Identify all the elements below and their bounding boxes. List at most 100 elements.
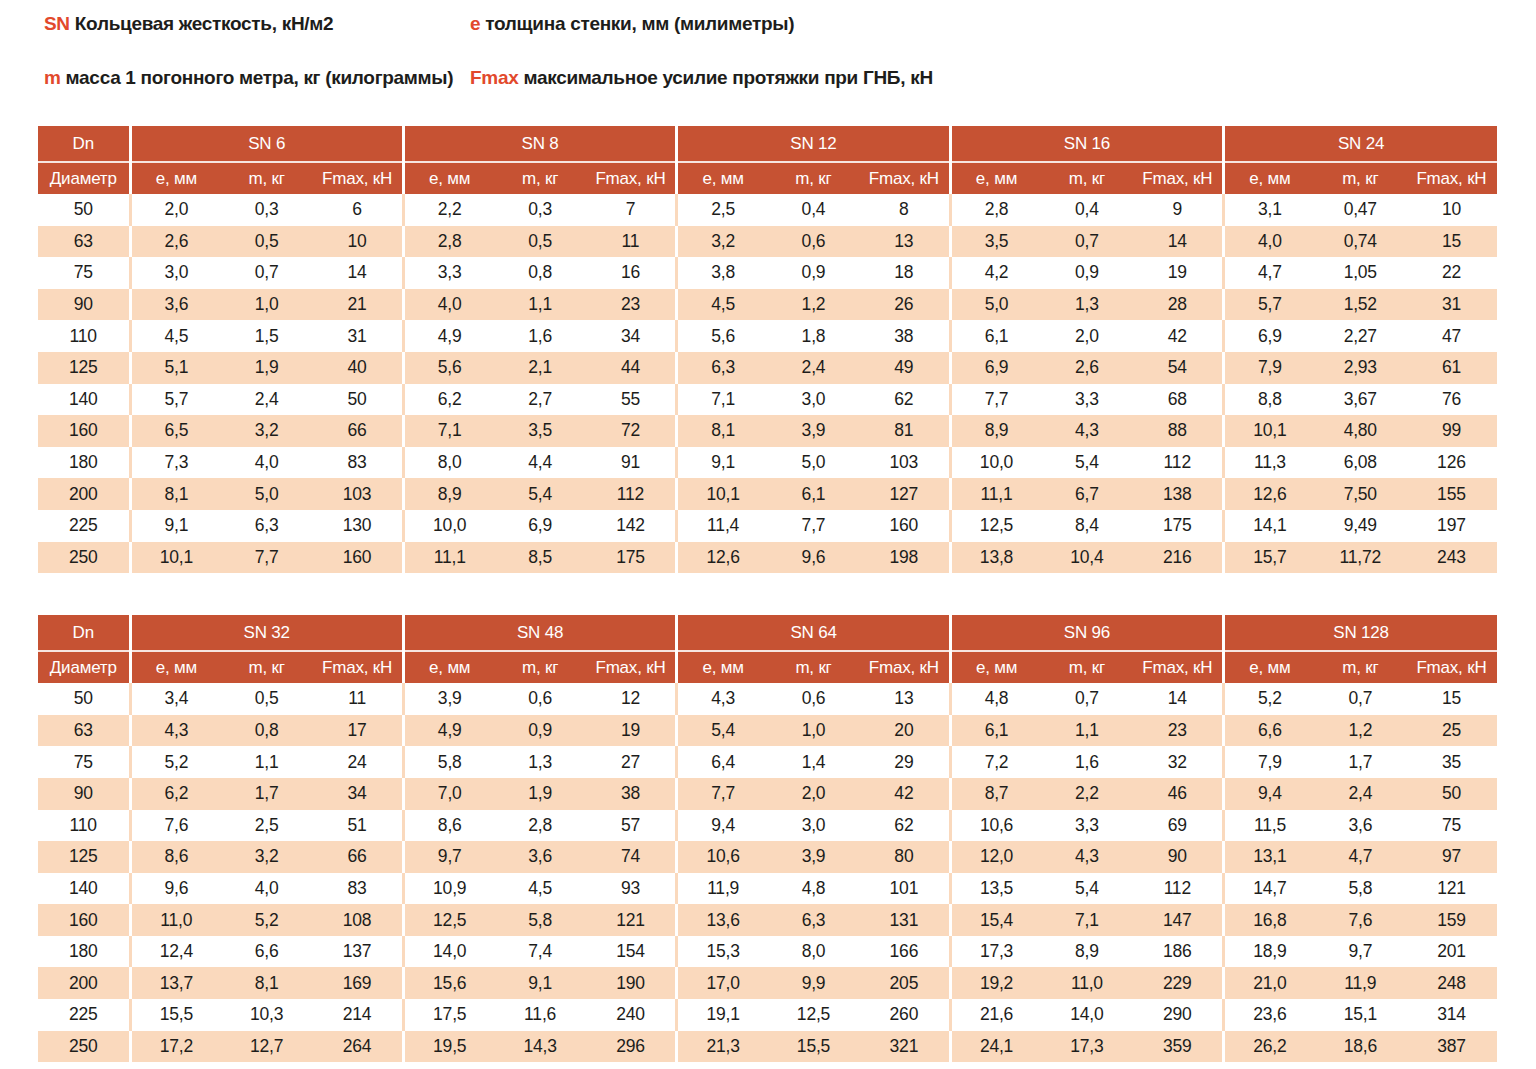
dn-cell: 75 bbox=[38, 746, 130, 778]
data-cell: 3,5 bbox=[495, 415, 586, 447]
data-cell: 17,5 bbox=[403, 999, 494, 1031]
data-cell: 13,1 bbox=[1224, 841, 1315, 873]
data-cell: 1,7 bbox=[1315, 746, 1406, 778]
data-cell: 2,7 bbox=[495, 384, 586, 416]
table-row: 1107,62,5518,62,8579,43,06210,63,36911,5… bbox=[38, 810, 1497, 842]
data-cell: 142 bbox=[586, 510, 677, 542]
table-row: 2008,15,01038,95,411210,16,112711,16,713… bbox=[38, 478, 1497, 510]
table-row: 755,21,1245,81,3276,41,4297,21,6327,91,7… bbox=[38, 746, 1497, 778]
dn-cell: 125 bbox=[38, 841, 130, 873]
subcolumn-header: Fmax, кН bbox=[312, 651, 403, 683]
data-cell: 7,7 bbox=[768, 510, 859, 542]
data-cell: 7,7 bbox=[950, 384, 1041, 416]
data-cell: 0,6 bbox=[495, 683, 586, 715]
data-cell: 12,5 bbox=[403, 904, 494, 936]
data-cell: 3,9 bbox=[403, 683, 494, 715]
data-cell: 49 bbox=[859, 352, 950, 384]
data-cell: 5,6 bbox=[403, 352, 494, 384]
data-cell: 14 bbox=[1132, 683, 1223, 715]
data-cell: 7,2 bbox=[950, 746, 1041, 778]
table-row: 632,60,5102,80,5113,20,6133,50,7144,00,7… bbox=[38, 226, 1497, 258]
data-cell: 0,5 bbox=[221, 683, 312, 715]
data-cell: 3,6 bbox=[1315, 810, 1406, 842]
data-cell: 4,80 bbox=[1315, 415, 1406, 447]
data-cell: 0,9 bbox=[768, 257, 859, 289]
data-cell: 66 bbox=[312, 415, 403, 447]
data-cell: 23,6 bbox=[1224, 999, 1315, 1031]
data-cell: 7,9 bbox=[1224, 352, 1315, 384]
data-cell: 15 bbox=[1406, 226, 1497, 258]
data-cell: 10,0 bbox=[950, 447, 1041, 479]
subcolumn-header: m, кг bbox=[1315, 162, 1406, 194]
table-row: 2259,16,313010,06,914211,47,716012,58,41… bbox=[38, 510, 1497, 542]
data-cell: 26 bbox=[859, 289, 950, 321]
data-cell: 175 bbox=[1132, 510, 1223, 542]
data-cell: 51 bbox=[312, 810, 403, 842]
dn-cell: 50 bbox=[38, 194, 130, 226]
data-cell: 4,2 bbox=[950, 257, 1041, 289]
data-cell: 155 bbox=[1406, 478, 1497, 510]
group-header: SN 48 bbox=[403, 615, 676, 651]
data-cell: 2,6 bbox=[130, 226, 221, 258]
data-cell: 69 bbox=[1132, 810, 1223, 842]
data-cell: 5,4 bbox=[1041, 873, 1132, 905]
dn-cell: 90 bbox=[38, 778, 130, 810]
subcolumn-header: Fmax, кН bbox=[586, 651, 677, 683]
table-row: 18012,46,613714,07,415415,38,016617,38,9… bbox=[38, 936, 1497, 968]
data-cell: 3,2 bbox=[677, 226, 768, 258]
legend-key-label: m bbox=[44, 67, 61, 88]
data-cell: 15,7 bbox=[1224, 542, 1315, 574]
data-cell: 11,72 bbox=[1315, 542, 1406, 574]
data-cell: 9,49 bbox=[1315, 510, 1406, 542]
table-row: 1258,63,2669,73,67410,63,98012,04,39013,… bbox=[38, 841, 1497, 873]
data-cell: 8,1 bbox=[221, 967, 312, 999]
data-cell: 103 bbox=[312, 478, 403, 510]
data-cell: 248 bbox=[1406, 967, 1497, 999]
data-cell: 3,5 bbox=[950, 226, 1041, 258]
data-cell: 22 bbox=[1406, 257, 1497, 289]
data-cell: 2,4 bbox=[1315, 778, 1406, 810]
data-cell: 0,8 bbox=[495, 257, 586, 289]
data-cell: 1,5 bbox=[221, 320, 312, 352]
table-header: DnSN 32SN 48SN 64SN 96SN 128Диаметрe, мм… bbox=[38, 615, 1497, 683]
data-cell: 21 bbox=[312, 289, 403, 321]
data-cell: 38 bbox=[859, 320, 950, 352]
group-header: SN 32 bbox=[130, 615, 403, 651]
legend-key-label: SN bbox=[44, 13, 70, 34]
data-cell: 1,9 bbox=[221, 352, 312, 384]
header-row-subcolumns: Диаметрe, ммm, кгFmax, кНe, ммm, кгFmax,… bbox=[38, 651, 1497, 683]
legend-key-label: e bbox=[470, 13, 480, 34]
data-cell: 57 bbox=[586, 810, 677, 842]
data-cell: 4,3 bbox=[677, 683, 768, 715]
subcolumn-header: e, мм bbox=[1224, 651, 1315, 683]
data-cell: 0,6 bbox=[768, 226, 859, 258]
data-cell: 2,5 bbox=[221, 810, 312, 842]
data-cell: 0,7 bbox=[221, 257, 312, 289]
data-cell: 10,4 bbox=[1041, 542, 1132, 574]
data-cell: 0,5 bbox=[495, 226, 586, 258]
data-cell: 66 bbox=[312, 841, 403, 873]
data-cell: 108 bbox=[312, 904, 403, 936]
data-cell: 3,9 bbox=[768, 415, 859, 447]
data-cell: 12,6 bbox=[1224, 478, 1315, 510]
data-cell: 14,0 bbox=[403, 936, 494, 968]
data-cell: 13,7 bbox=[130, 967, 221, 999]
data-cell: 8,5 bbox=[495, 542, 586, 574]
data-cell: 3,0 bbox=[768, 384, 859, 416]
data-cell: 4,7 bbox=[1224, 257, 1315, 289]
legend-text: толщина стенки, мм (милиметры) bbox=[480, 13, 794, 34]
data-cell: 8,1 bbox=[677, 415, 768, 447]
dn-cell: 63 bbox=[38, 715, 130, 747]
data-cell: 42 bbox=[859, 778, 950, 810]
data-cell: 6,2 bbox=[130, 778, 221, 810]
sn-table-1: DnSN 6SN 8SN 12SN 16SN 24Диаметрe, ммm, … bbox=[38, 126, 1497, 573]
data-cell: 15,1 bbox=[1315, 999, 1406, 1031]
data-cell: 29 bbox=[859, 746, 950, 778]
data-cell: 0,6 bbox=[768, 683, 859, 715]
data-cell: 11,1 bbox=[403, 542, 494, 574]
group-header: SN 24 bbox=[1224, 126, 1497, 162]
dn-cell: 140 bbox=[38, 384, 130, 416]
data-cell: 3,4 bbox=[130, 683, 221, 715]
header-row-groups: DnSN 6SN 8SN 12SN 16SN 24 bbox=[38, 126, 1497, 162]
data-cell: 47 bbox=[1406, 320, 1497, 352]
